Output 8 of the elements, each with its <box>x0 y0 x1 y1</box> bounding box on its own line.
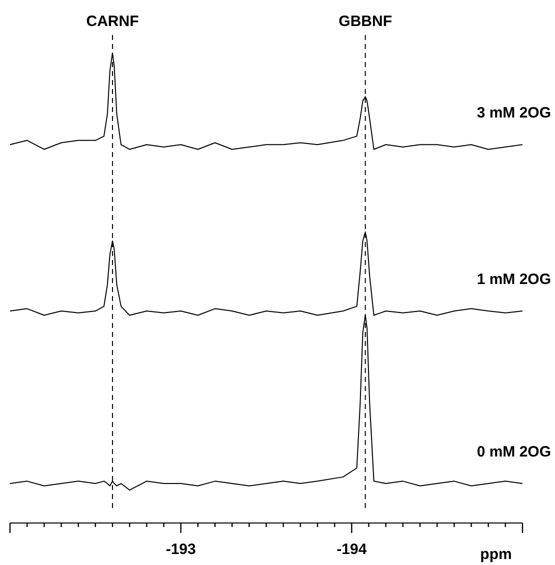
x-tick-label: -193 <box>166 541 196 558</box>
series-label: 3 mM 2OG <box>476 104 551 122</box>
ref-line-label: GBBNF <box>338 13 392 30</box>
series-label: 1 mM 2OG <box>476 271 551 288</box>
x-tick-label: -194 <box>336 541 368 558</box>
x-axis-title: ppm <box>480 546 512 563</box>
ref-line-label: CARNF <box>86 13 139 30</box>
series-label: 0 mM 2OG <box>476 444 551 461</box>
